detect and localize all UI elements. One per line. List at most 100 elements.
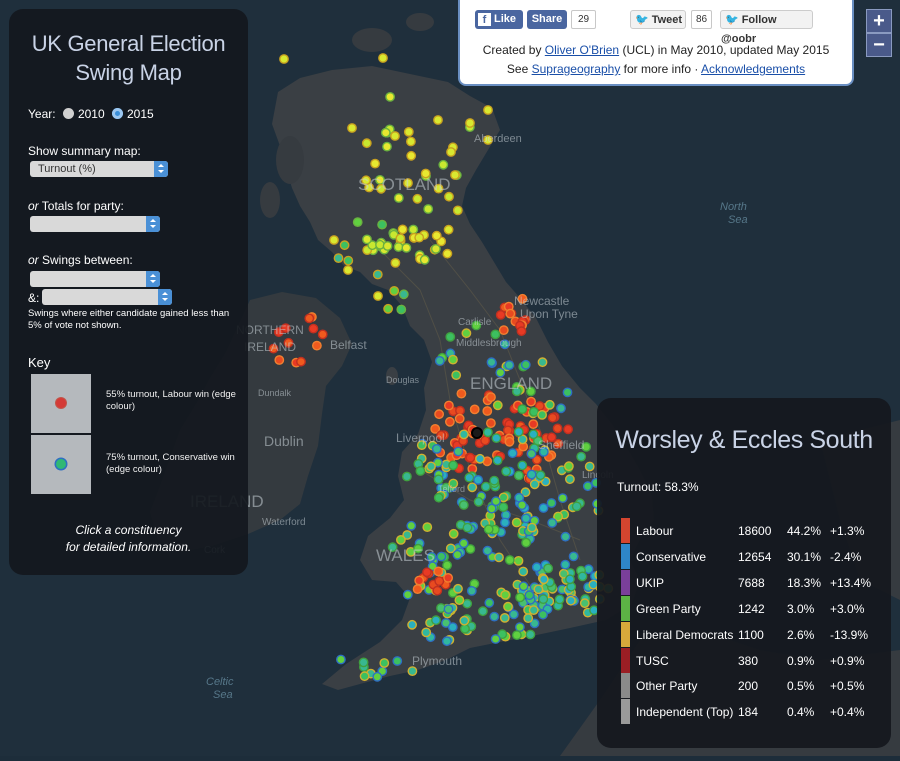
constituency-marker[interactable] bbox=[390, 257, 401, 268]
constituency-marker[interactable] bbox=[554, 594, 565, 605]
constituency-marker[interactable] bbox=[516, 326, 527, 337]
constituency-marker[interactable] bbox=[422, 567, 432, 578]
constituency-marker[interactable] bbox=[543, 563, 553, 574]
constituency-marker[interactable] bbox=[401, 242, 412, 253]
constituency-marker[interactable] bbox=[584, 461, 595, 472]
constituency-marker[interactable] bbox=[433, 183, 444, 194]
constituency-marker[interactable] bbox=[498, 492, 509, 503]
constituency-marker[interactable] bbox=[497, 629, 508, 640]
constituency-marker[interactable] bbox=[529, 618, 540, 629]
constituency-marker[interactable] bbox=[398, 289, 409, 300]
constituency-marker[interactable] bbox=[480, 435, 490, 446]
facebook-like-button[interactable]: f Like bbox=[475, 10, 523, 29]
constituency-marker[interactable] bbox=[528, 605, 539, 615]
constituency-marker[interactable] bbox=[577, 571, 588, 582]
constituency-marker[interactable] bbox=[467, 482, 478, 493]
constituency-marker[interactable] bbox=[389, 285, 400, 296]
constituency-marker[interactable] bbox=[568, 551, 579, 562]
constituency-marker[interactable] bbox=[273, 327, 284, 338]
constituency-marker[interactable] bbox=[387, 542, 398, 553]
constituency-marker[interactable] bbox=[376, 183, 386, 194]
constituency-marker[interactable] bbox=[566, 595, 576, 606]
constituency-marker[interactable] bbox=[492, 455, 503, 466]
constituency-marker[interactable] bbox=[311, 340, 322, 351]
constituency-marker[interactable] bbox=[538, 609, 548, 620]
constituency-marker[interactable] bbox=[397, 224, 408, 235]
constituency-marker[interactable] bbox=[538, 574, 549, 585]
constituency-marker[interactable] bbox=[469, 404, 480, 415]
constituency-marker[interactable] bbox=[413, 543, 423, 554]
constituency-marker[interactable] bbox=[517, 404, 528, 414]
year-2010-label[interactable]: 2010 bbox=[77, 107, 105, 121]
constituency-marker[interactable] bbox=[423, 204, 434, 214]
constituency-marker[interactable] bbox=[526, 469, 537, 480]
constituency-marker[interactable] bbox=[362, 234, 372, 245]
swing-party1-select[interactable] bbox=[30, 271, 160, 287]
constituency-marker[interactable] bbox=[475, 453, 485, 464]
constituency-marker[interactable] bbox=[458, 429, 469, 440]
constituency-marker[interactable] bbox=[502, 425, 513, 436]
constituency-marker[interactable] bbox=[442, 248, 453, 259]
constituency-marker[interactable] bbox=[528, 429, 539, 440]
constituency-marker[interactable] bbox=[535, 470, 546, 481]
constituency-marker[interactable] bbox=[518, 581, 529, 592]
constituency-marker[interactable] bbox=[382, 241, 393, 251]
constituency-marker[interactable] bbox=[547, 518, 558, 528]
constituency-marker[interactable] bbox=[492, 400, 503, 411]
constituency-marker[interactable] bbox=[564, 461, 574, 472]
constituency-marker[interactable] bbox=[443, 224, 454, 235]
constituency-marker[interactable] bbox=[406, 520, 417, 531]
constituency-marker[interactable] bbox=[443, 573, 453, 583]
constituency-marker[interactable] bbox=[377, 219, 387, 230]
constituency-marker[interactable] bbox=[373, 291, 383, 301]
constituency-marker[interactable] bbox=[486, 503, 497, 514]
constituency-marker[interactable] bbox=[485, 418, 496, 428]
constituency-marker[interactable] bbox=[517, 460, 528, 471]
constituency-marker[interactable] bbox=[431, 230, 442, 241]
constituency-marker[interactable] bbox=[430, 243, 441, 254]
constituency-marker[interactable] bbox=[557, 493, 568, 503]
constituency-marker[interactable] bbox=[280, 323, 291, 333]
constituency-marker[interactable] bbox=[421, 627, 432, 638]
zoom-out-button[interactable]: − bbox=[866, 33, 892, 57]
constituency-marker[interactable] bbox=[406, 150, 417, 161]
suprageography-link[interactable]: Suprageography bbox=[531, 62, 621, 76]
constituency-marker[interactable] bbox=[401, 471, 412, 482]
constituency-marker[interactable] bbox=[443, 604, 454, 614]
constituency-marker[interactable] bbox=[486, 392, 496, 402]
constituency-marker[interactable] bbox=[454, 595, 465, 605]
constituency-marker[interactable] bbox=[431, 615, 441, 626]
constituency-marker[interactable] bbox=[426, 461, 436, 472]
constituency-marker[interactable] bbox=[395, 535, 406, 545]
constituency-marker[interactable] bbox=[372, 671, 383, 682]
constituency-marker[interactable] bbox=[582, 481, 593, 492]
constituency-marker[interactable] bbox=[408, 224, 419, 235]
constituency-marker[interactable] bbox=[396, 304, 407, 315]
constituency-marker[interactable] bbox=[436, 551, 447, 562]
constituency-marker[interactable] bbox=[451, 370, 462, 380]
constituency-marker[interactable] bbox=[532, 454, 542, 465]
constituency-marker[interactable] bbox=[378, 53, 388, 63]
constituency-marker[interactable] bbox=[483, 524, 494, 535]
constituency-marker[interactable] bbox=[283, 337, 294, 348]
constituency-marker[interactable] bbox=[385, 92, 395, 102]
constituency-marker[interactable] bbox=[380, 127, 391, 138]
constituency-marker[interactable] bbox=[436, 430, 447, 441]
constituency-marker[interactable] bbox=[343, 265, 353, 275]
constituency-marker[interactable] bbox=[412, 584, 423, 594]
constituency-marker[interactable] bbox=[383, 303, 393, 314]
constituency-marker[interactable] bbox=[412, 193, 423, 204]
constituency-marker[interactable] bbox=[414, 232, 425, 243]
constituency-marker[interactable] bbox=[370, 158, 380, 169]
constituency-marker[interactable] bbox=[499, 339, 510, 350]
constituency-marker[interactable] bbox=[274, 355, 285, 365]
constituency-marker[interactable] bbox=[433, 492, 444, 503]
swing-party2-select[interactable] bbox=[42, 289, 172, 305]
constituency-marker[interactable] bbox=[556, 403, 566, 414]
constituency-marker[interactable] bbox=[317, 329, 328, 340]
constituency-marker[interactable] bbox=[279, 54, 289, 64]
constituency-marker[interactable] bbox=[483, 105, 493, 115]
constituency-marker[interactable] bbox=[527, 522, 537, 533]
constituency-marker[interactable] bbox=[579, 598, 590, 609]
constituency-marker[interactable] bbox=[473, 496, 484, 507]
